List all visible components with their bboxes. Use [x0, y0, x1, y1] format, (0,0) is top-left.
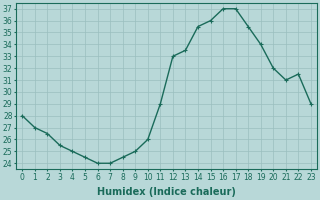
X-axis label: Humidex (Indice chaleur): Humidex (Indice chaleur)	[97, 187, 236, 197]
